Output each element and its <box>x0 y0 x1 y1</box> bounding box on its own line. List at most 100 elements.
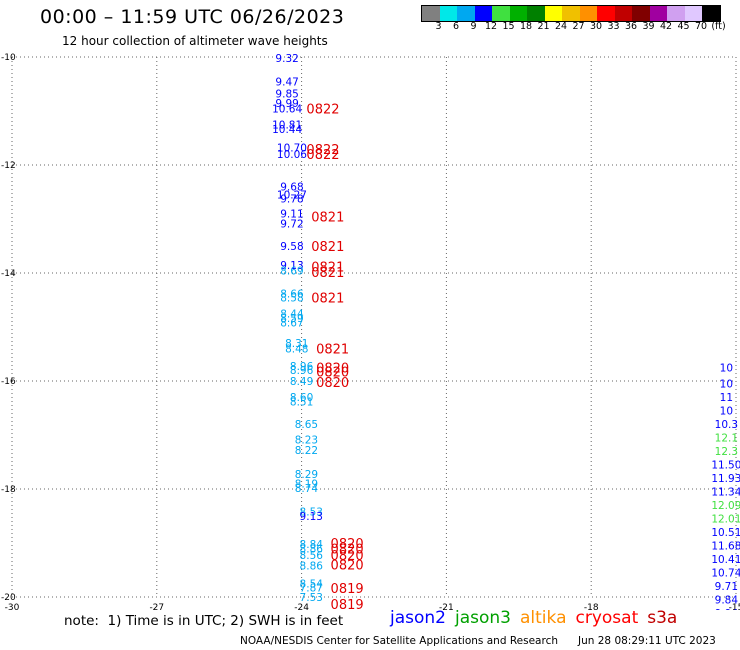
color-scale-tick: 70 <box>694 21 708 32</box>
wave-height-point: 8.56 <box>300 550 324 562</box>
wave-height-point: 10.27 <box>277 190 307 202</box>
x-tick-label: -27 <box>149 603 164 610</box>
y-tick-label: -18 <box>1 485 16 495</box>
color-scale-tick: (ft) <box>711 21 726 32</box>
wave-height-point: 11.34 <box>711 487 740 499</box>
wave-height-point: 10.06 <box>277 149 307 161</box>
pass-time-labels: 0822082208220821082108210821082108210820… <box>306 102 363 610</box>
color-scale-tick: 3 <box>435 21 442 32</box>
page-title: 00:00 – 11:59 UTC 06/26/2023 <box>40 6 345 28</box>
pass-time-label: 0819 <box>331 598 364 610</box>
x-tick-label: -24 <box>294 603 309 610</box>
color-swatch <box>544 6 562 21</box>
color-scale-tick: 15 <box>502 21 515 32</box>
pass-time-label: 0820 <box>331 559 364 574</box>
wave-height-point: 8.23 <box>295 434 318 446</box>
wave-height-point: 8.86 <box>300 543 324 555</box>
wave-height-point: 9.47 <box>275 76 298 88</box>
pass-time-label: 0820 <box>331 542 364 557</box>
pass-time-label: 0821 <box>311 266 344 281</box>
wave-height-point: 10.51 <box>711 527 740 539</box>
wave-height-point: 11.93 <box>711 473 740 485</box>
wave-height-point: 9.84 <box>715 595 739 607</box>
color-swatch <box>632 6 650 21</box>
wave-height-point: 10 <box>720 406 733 418</box>
wave-height-point: 8.59 <box>280 313 303 325</box>
page-subtitle: 12 hour collection of altimeter wave hei… <box>62 34 328 48</box>
wave-height-point: 8.54 <box>300 579 324 591</box>
legend-item: altika <box>520 608 567 628</box>
wave-height-point: 12.1 <box>715 433 738 445</box>
pass-time-label: 0820 <box>316 362 349 377</box>
wave-height-point: 7.53 <box>300 592 323 604</box>
color-swatch <box>474 6 492 21</box>
wave-height-point: 8.51 <box>290 397 313 409</box>
wave-height-point: 8.66 <box>280 289 304 301</box>
pass-time-label: 0820 <box>316 376 349 391</box>
wave-height-point: 8.22 <box>295 445 318 457</box>
wave-height-point: 11.68 <box>711 541 740 553</box>
wave-height-point: 8.44 <box>280 309 304 321</box>
wave-height-point: 12.3 <box>715 446 738 458</box>
pass-time-label: 0822 <box>306 143 339 158</box>
legend-item: s3a <box>647 608 678 628</box>
wave-height-point: 9.72 <box>280 218 303 230</box>
color-scale-tick: 6 <box>452 21 460 32</box>
color-scale-tick: 45 <box>677 21 690 32</box>
color-scale-tick: 42 <box>659 21 673 32</box>
wave-height-point: 8.84 <box>300 539 324 551</box>
satellite-legend: jason2 jason3 altika cryosat s3a <box>390 608 686 628</box>
wave-height-point: 8.74 <box>295 483 319 495</box>
wave-height-point: 10.3 <box>715 419 738 431</box>
wave-height-point: 8.31 <box>285 338 308 350</box>
footer: NOAA/NESDIS Center for Satellite Applica… <box>240 635 716 647</box>
color-scale-tick: 9 <box>470 21 477 32</box>
x-tick-label: -30 <box>5 603 20 610</box>
wave-height-point: 8.69 <box>280 265 303 277</box>
wave-height-point: 8.49 <box>290 376 313 388</box>
color-scale-tick: 36 <box>624 21 638 32</box>
color-swatch <box>422 6 440 21</box>
footnote: note: 1) Time is in UTC; 2) SWH is in fe… <box>64 613 344 629</box>
wave-height-point: 11.50 <box>711 460 740 472</box>
pass-time-label: 0819 <box>331 582 364 597</box>
color-swatch <box>562 6 580 21</box>
wave-height-point: 11 <box>720 392 733 404</box>
color-scale-bar <box>421 5 721 22</box>
legend-item: cryosat <box>575 608 639 628</box>
wave-height-point: 8.96 <box>290 361 314 373</box>
wave-height-point: 10.74 <box>711 568 740 580</box>
color-swatch <box>684 6 702 21</box>
wave-height-point: 8.29 <box>295 469 318 481</box>
color-scale-tick: 27 <box>572 21 585 32</box>
pass-time-label: 0821 <box>311 240 344 255</box>
y-tick-label: -12 <box>1 161 16 171</box>
color-swatch <box>614 6 632 21</box>
color-swatch <box>667 6 685 21</box>
wave-height-point: 10.64 <box>272 103 302 115</box>
wave-height-point: 8.65 <box>295 419 318 431</box>
wave-height-point: 9.71 <box>715 581 738 593</box>
color-swatch <box>509 6 527 21</box>
wave-height-point: 9.32 <box>275 53 298 65</box>
wave-height-point: 10.44 <box>272 124 302 136</box>
color-swatch <box>579 6 597 21</box>
y-tick-label: -14 <box>1 269 16 279</box>
wave-height-point: 9.58 <box>280 241 303 253</box>
wave-height-point: 8.67 <box>280 318 303 330</box>
color-scale-tick: 33 <box>607 21 620 32</box>
wave-height-point: 8.86 <box>300 561 324 573</box>
color-swatch <box>527 6 545 21</box>
pass-time-label: 0821 <box>311 291 344 306</box>
legend-item: jason3 <box>455 608 511 628</box>
pass-time-label: 0821 <box>311 261 344 276</box>
credit-text: NOAA/NESDIS Center for Satellite Applica… <box>240 635 558 647</box>
wave-height-point: 9.13 <box>280 260 303 272</box>
wave-height-point: 9.78 <box>280 193 303 205</box>
y-tick-label: -20 <box>1 593 16 603</box>
color-swatch <box>439 6 457 21</box>
wave-height-map: -30 -27 -24 -21 -18 -15 -10 -12 -14 -16 -18 -20 9.3… <box>1 53 740 610</box>
color-scale-tick: 39 <box>642 21 655 32</box>
color-swatch <box>649 6 667 21</box>
color-swatch <box>492 6 510 21</box>
